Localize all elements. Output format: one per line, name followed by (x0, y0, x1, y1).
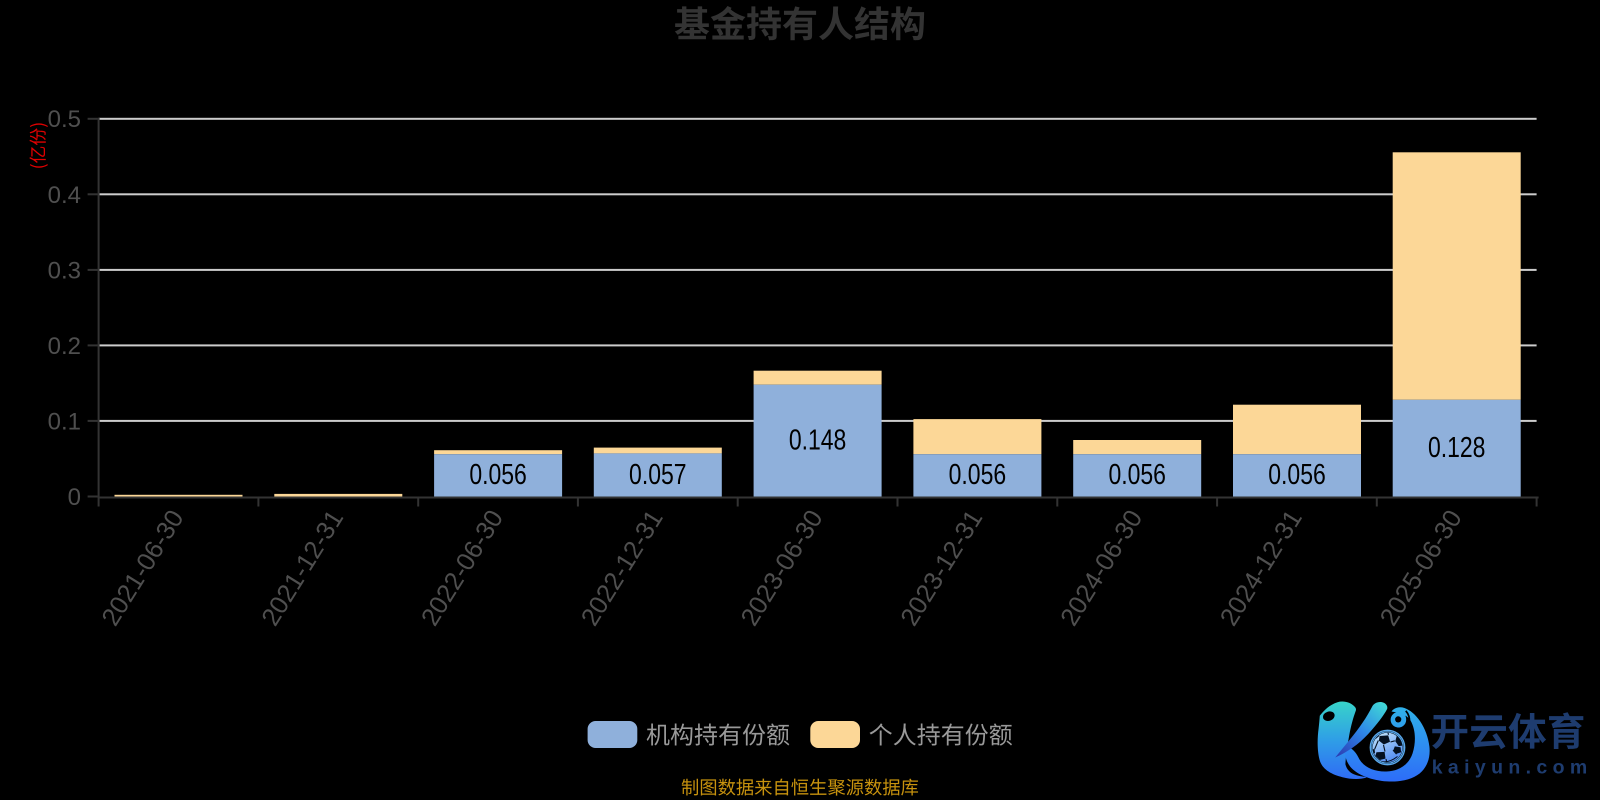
svg-text:0.128: 0.128 (1428, 432, 1486, 464)
svg-text:kaiyun.com: kaiyun.com (1432, 757, 1593, 779)
svg-text:0.056: 0.056 (949, 459, 1007, 491)
svg-text:0.056: 0.056 (1108, 459, 1166, 491)
svg-text:0.056: 0.056 (1268, 459, 1326, 491)
svg-text:0: 0 (68, 484, 81, 511)
svg-text:0.056: 0.056 (469, 459, 527, 491)
svg-text:0.2: 0.2 (48, 333, 81, 360)
svg-text:0.057: 0.057 (629, 459, 687, 491)
svg-text:0.4: 0.4 (48, 182, 81, 209)
svg-text:0.1: 0.1 (48, 408, 81, 435)
svg-text:0.3: 0.3 (48, 257, 81, 284)
svg-text:0.5: 0.5 (48, 106, 81, 133)
svg-text:0.148: 0.148 (789, 425, 847, 457)
